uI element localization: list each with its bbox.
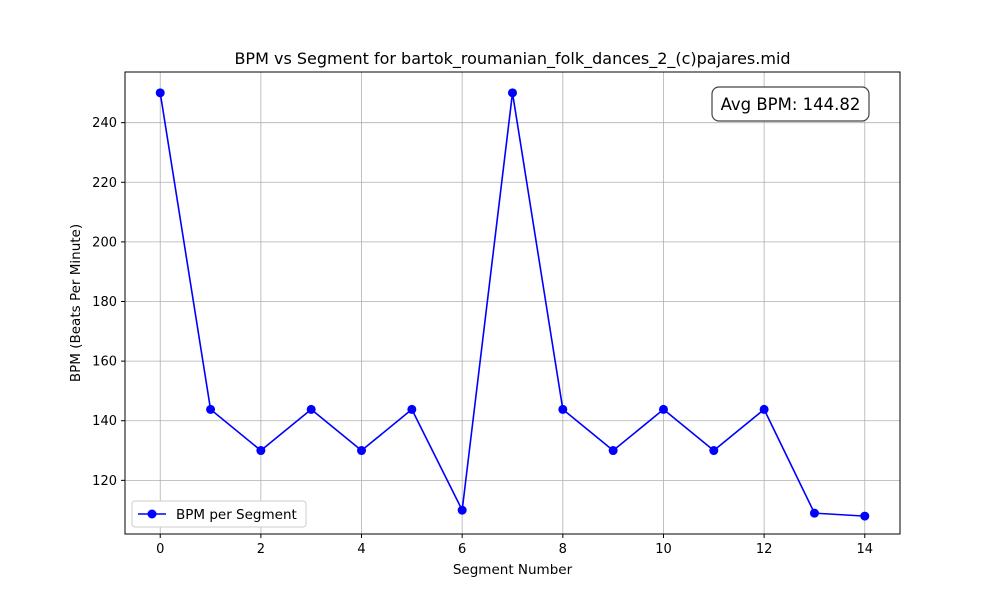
average-bpm-box bbox=[711, 86, 870, 122]
data-point bbox=[508, 88, 517, 98]
y-tick-label: 120 bbox=[92, 474, 117, 489]
x-tick-label: 6 bbox=[458, 542, 466, 557]
data-point bbox=[306, 404, 316, 414]
chart-title: BPM vs Segment for bartok_roumanian_folk… bbox=[234, 49, 790, 69]
y-tick-label: 160 bbox=[92, 355, 117, 370]
y-tick-label: 220 bbox=[92, 176, 117, 191]
data-point bbox=[860, 511, 870, 521]
x-tick-label: 0 bbox=[156, 542, 164, 557]
data-point bbox=[709, 446, 719, 456]
y-tick-label: 240 bbox=[92, 116, 117, 131]
data-point bbox=[608, 446, 618, 456]
data-point bbox=[457, 505, 467, 515]
plot-area-frame bbox=[124, 71, 901, 535]
x-tick-label: 4 bbox=[357, 542, 365, 557]
legend-label: BPM per Segment bbox=[176, 507, 297, 523]
x-tick-label: 12 bbox=[756, 542, 773, 557]
legend-marker-swatch bbox=[147, 509, 157, 519]
data-point bbox=[206, 404, 216, 414]
y-tick-label: 140 bbox=[92, 414, 117, 429]
x-axis-title: Segment Number bbox=[453, 562, 573, 578]
average-bpm-text: Avg BPM: 144.82 bbox=[721, 95, 861, 114]
data-point bbox=[558, 404, 568, 414]
data-point bbox=[407, 404, 417, 414]
data-point bbox=[357, 446, 367, 456]
x-tick-label: 8 bbox=[559, 542, 567, 557]
x-tick-label: 10 bbox=[655, 542, 672, 557]
y-axis-title: BPM (Beats Per Minute) bbox=[68, 224, 84, 382]
series-line bbox=[159, 92, 865, 517]
legend-frame bbox=[131, 500, 307, 528]
y-tick-label: 200 bbox=[92, 235, 117, 250]
data-point bbox=[155, 88, 165, 98]
y-tick-label: 180 bbox=[92, 295, 117, 310]
series-layer bbox=[155, 88, 870, 521]
average-bpm-annotation: Avg BPM: 144.82 bbox=[711, 86, 870, 122]
grid bbox=[125, 72, 900, 534]
x-tick-label: 14 bbox=[856, 542, 873, 557]
data-point bbox=[658, 404, 668, 414]
data-point bbox=[809, 508, 819, 518]
legend: BPM per Segment bbox=[131, 500, 307, 528]
x-tick-label: 2 bbox=[257, 542, 265, 557]
axis-ticks: 0 2 4 6 8 10 12 14 120 140 160 180 200 220 240 bbox=[92, 116, 873, 557]
data-point bbox=[759, 404, 769, 414]
data-point bbox=[256, 446, 266, 456]
